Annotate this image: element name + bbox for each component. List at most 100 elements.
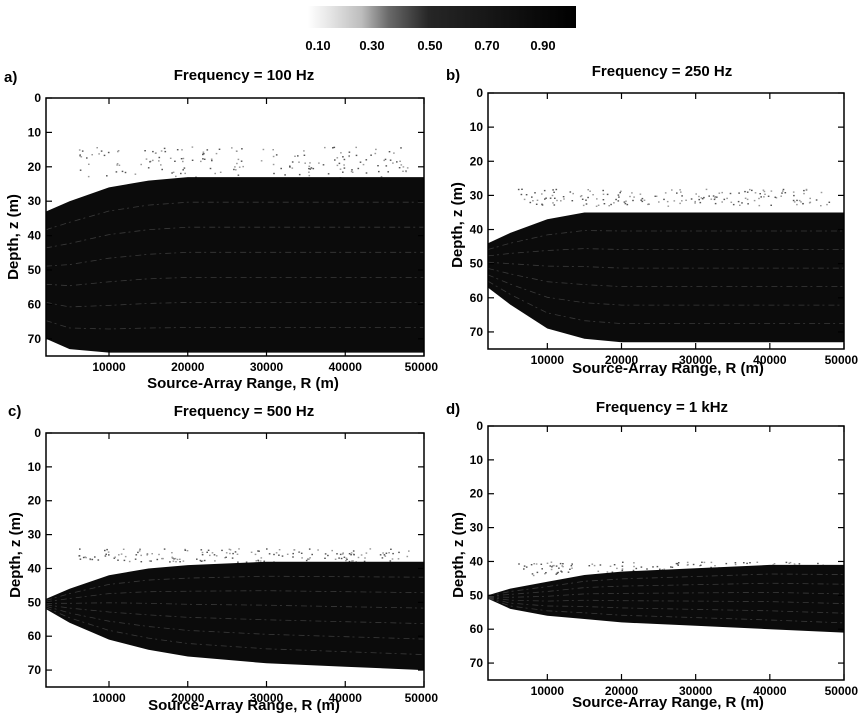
speckle-dot: [219, 171, 222, 173]
speckle-dot: [667, 205, 670, 207]
speckle-dot: [206, 551, 208, 553]
speckle-dot: [259, 560, 262, 562]
speckle-dot: [199, 559, 202, 562]
speckle-dot: [749, 562, 751, 564]
plot-frame: [45, 97, 425, 357]
speckle-dot: [155, 152, 157, 154]
speckle-dot: [163, 147, 166, 150]
speckle-dot: [117, 150, 119, 153]
speckle-dot: [151, 553, 153, 555]
speckle-dot: [635, 567, 638, 570]
speckle-dot: [293, 549, 296, 551]
speckle-dot: [764, 193, 766, 195]
y-tick-label: 60: [470, 622, 484, 636]
y-tick-label: 0: [476, 419, 483, 433]
speckle-dot: [555, 188, 558, 191]
x-axis-label: Source-Array Range, R (m): [572, 360, 764, 377]
speckle-dot: [714, 197, 716, 199]
speckle-dot: [633, 562, 635, 564]
band-texture-line: [46, 602, 425, 609]
speckle-dot: [621, 565, 624, 567]
speckle-dot: [228, 548, 231, 550]
speckle-dot: [754, 192, 757, 194]
speckle-dot: [602, 199, 605, 201]
speckle-dot: [671, 566, 674, 568]
speckle-dot: [708, 195, 710, 197]
speckle-dot: [260, 557, 263, 559]
plot-frame: [487, 425, 845, 681]
speckle-dot: [114, 556, 116, 558]
speckle-dot: [203, 559, 206, 562]
speckle-dot: [182, 157, 185, 160]
speckle-dot: [352, 550, 355, 552]
y-tick-label: 60: [470, 291, 484, 305]
speckle-dot: [620, 190, 622, 192]
speckle-dot: [236, 162, 238, 165]
speckle-dot: [234, 551, 237, 553]
speckle-dot: [91, 558, 94, 561]
speckle-dot: [390, 548, 392, 550]
speckle-dot: [275, 154, 278, 156]
speckle-dot: [331, 549, 333, 552]
speckle-dot: [666, 200, 669, 203]
colorbar-tick-label: 0.50: [417, 38, 442, 53]
speckle-dot: [803, 192, 805, 195]
speckle-dot: [327, 554, 329, 557]
speckle-dot: [138, 550, 141, 552]
speckle-dot: [124, 171, 127, 174]
speckle-dot: [381, 557, 384, 559]
speckle-dot: [640, 566, 643, 568]
speckle-dot: [713, 198, 716, 201]
speckle-dot: [351, 169, 353, 171]
speckle-dot: [710, 566, 712, 569]
speckle-dot: [388, 552, 390, 554]
speckle-dot: [308, 558, 310, 560]
speckle-dot: [671, 189, 673, 191]
speckle-dot: [744, 197, 747, 199]
speckle-dot: [828, 201, 831, 203]
speckle-dot: [541, 204, 544, 206]
band-texture-line: [45, 607, 425, 655]
speckle-dot: [87, 175, 90, 178]
speckle-dot: [615, 198, 617, 201]
speckle-dot: [694, 202, 696, 204]
speckle-dot: [359, 161, 362, 163]
y-tick-label: 30: [28, 194, 42, 208]
speckle-dot: [809, 197, 811, 200]
speckle-dot: [303, 150, 305, 152]
speckle-dot: [581, 198, 584, 200]
speckle-dot: [805, 189, 808, 191]
speckle-dot: [579, 195, 582, 198]
speckle-dot: [699, 565, 701, 567]
speckle-dot: [175, 175, 177, 178]
speckle-dot: [292, 552, 294, 555]
speckle-dot: [826, 203, 828, 206]
speckle-dot: [309, 557, 311, 559]
speckle-dot: [803, 189, 805, 192]
band-texture-line: [487, 582, 845, 597]
band-texture-line: [487, 597, 845, 614]
speckle-dot: [332, 147, 334, 149]
band-texture-line: [45, 604, 425, 624]
speckle-dot: [149, 161, 151, 163]
speckle-dot: [523, 198, 526, 201]
speckle-dot: [658, 201, 660, 203]
speckle-dot: [556, 199, 558, 202]
speckle-dot: [377, 165, 379, 167]
speckle-dot: [389, 159, 392, 161]
speckle-dot: [521, 188, 523, 190]
speckle-dot: [700, 564, 702, 566]
speckle-dot: [308, 171, 310, 173]
speckle-dot: [284, 174, 286, 176]
speckle-dot: [384, 158, 387, 161]
speckle-dot: [307, 558, 309, 560]
x-tick-label: 30000: [679, 684, 713, 698]
x-tick-label: 30000: [250, 360, 284, 374]
speckle-dot: [134, 173, 137, 175]
speckle-dot: [596, 198, 598, 200]
speckle-dot: [398, 551, 400, 554]
speckle-dot: [207, 549, 210, 551]
band-texture-line: [45, 251, 424, 267]
band-texture-line: [487, 573, 845, 597]
